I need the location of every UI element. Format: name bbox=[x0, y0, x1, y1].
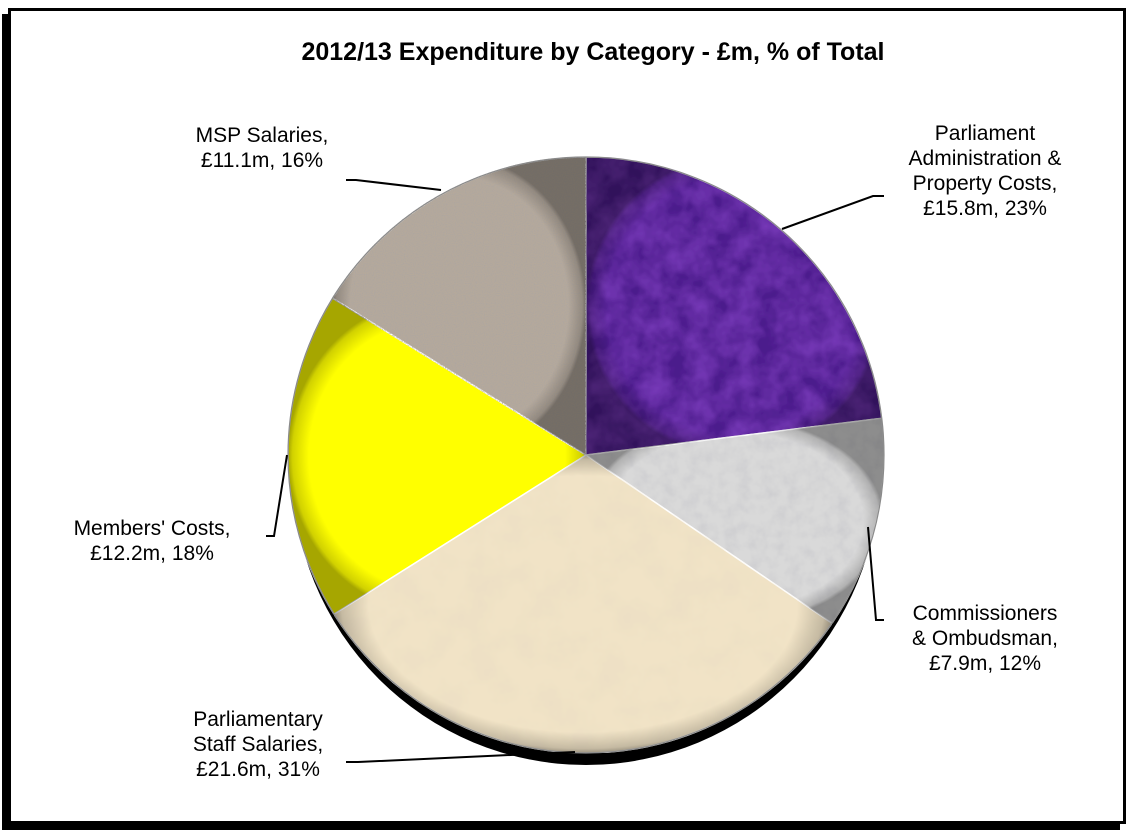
leader-line-commissioners-ombudsman bbox=[867, 526, 884, 621]
leader-line-msp-salaries bbox=[346, 179, 442, 191]
slice-label-line-commissioners-ombudsman-0: Commissioners bbox=[913, 602, 1058, 625]
slice-labels: Parliament Administration & Property Costs… bbox=[74, 122, 1062, 781]
leader-line-parliament-administration-property-costs bbox=[781, 195, 884, 230]
slice-label-parliament-administration-property-costs: Parliament Administration & Property Costs… bbox=[909, 122, 1062, 220]
slice-label-line-parliamentary-staff-salaries-2: £21.6m, 31% bbox=[196, 758, 320, 781]
slice-label-line-parliamentary-staff-salaries-1: Staff Salaries, bbox=[193, 733, 323, 756]
slice-label-line-commissioners-ombudsman-1: & Ombudsman, bbox=[912, 627, 1058, 650]
slice-label-line-parliament-administration-property-costs-1: Administration & bbox=[909, 147, 1062, 170]
slice-label-line-parliament-administration-property-costs-3: £15.8m, 23% bbox=[923, 197, 1047, 220]
pie-slice-bevel-commissioners-ombudsman bbox=[586, 418, 884, 624]
slice-label-members-costs: Members' Costs, £12.2m, 18% bbox=[74, 517, 231, 565]
pie-slice-bevel-parliament-administration-property-costs bbox=[586, 157, 882, 455]
pie-bevel bbox=[287, 156, 885, 754]
slice-label-line-members-costs-0: Members' Costs, bbox=[74, 517, 231, 540]
slice-label-line-parliament-administration-property-costs-0: Parliament bbox=[935, 122, 1036, 145]
slice-label-line-commissioners-ombudsman-2: £7.9m, 12% bbox=[929, 652, 1041, 675]
pie-slice-bevel-parliamentary-staff-salaries bbox=[334, 455, 832, 753]
pie-rim bbox=[287, 156, 885, 754]
slice-label-commissioners-ombudsman: Commissioners & Ombudsman, £7.9m, 12% bbox=[912, 602, 1058, 675]
slice-label-msp-salaries: MSP Salaries, £11.1m, 16% bbox=[196, 124, 329, 172]
slice-label-line-msp-salaries-1: £11.1m, 16% bbox=[201, 149, 323, 172]
slice-label-line-msp-salaries-0: MSP Salaries, bbox=[196, 124, 329, 147]
chart-title: 2012/13 Expenditure by Category - £m, % … bbox=[301, 38, 884, 66]
pie-slice-bevel-msp-salaries bbox=[332, 157, 586, 455]
leader-line-parliamentary-staff-salaries bbox=[346, 751, 576, 763]
leader-lines bbox=[266, 179, 884, 763]
slice-label-line-parliament-administration-property-costs-2: Property Costs, bbox=[913, 172, 1058, 195]
slice-label-line-members-costs-1: £12.2m, 18% bbox=[90, 542, 214, 565]
slice-label-line-parliamentary-staff-salaries-0: Parliamentary bbox=[193, 708, 323, 731]
slice-label-parliamentary-staff-salaries: Parliamentary Staff Salaries, £21.6m, 31% bbox=[193, 708, 323, 781]
pie-slice-bevel-members-costs bbox=[287, 298, 586, 615]
leader-line-members-costs bbox=[266, 454, 288, 537]
